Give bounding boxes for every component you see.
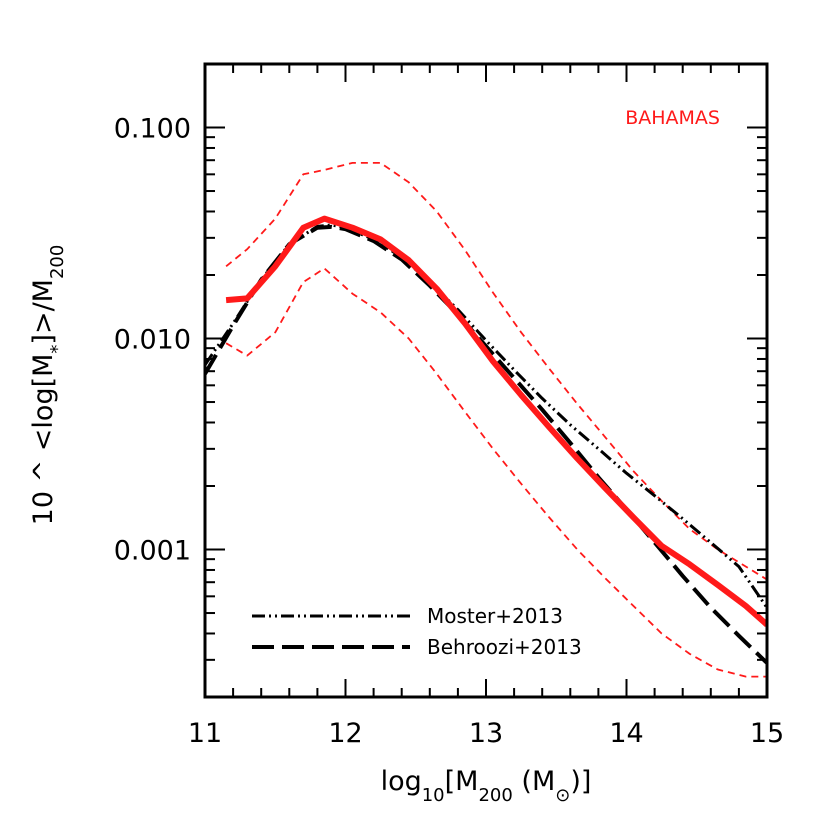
y-tick-label: 0.010	[114, 325, 191, 356]
bahamas-upper-bound-line	[225, 162, 767, 581]
legend-label-behroozi: Behroozi+2013	[427, 635, 582, 659]
y-axis-title: 10 ^ <log[M*]>/M200	[28, 245, 68, 526]
y-title-sub1: *	[47, 345, 68, 354]
legend-label-moster: Moster+2013	[427, 604, 563, 628]
x-tick-label: 12	[328, 718, 362, 749]
y-title-text: 10 ^ <log[M	[28, 354, 59, 526]
x-tick-label: 11	[188, 718, 222, 749]
y-title-mid: ]>/M	[28, 279, 59, 345]
x-title-close: (M	[513, 766, 555, 797]
x-tick-label: 13	[469, 718, 503, 749]
x-title-sub: 10	[422, 785, 445, 806]
ticks-layer	[204, 63, 768, 698]
y-tick-label: 0.100	[114, 114, 191, 145]
legend: Moster+2013 Behroozi+2013	[252, 604, 582, 659]
series-layer	[205, 162, 767, 678]
x-tick-label: 15	[750, 718, 784, 749]
bahamas-annotation: BAHAMAS	[625, 107, 720, 129]
x-title-sub2: 200	[478, 785, 512, 806]
bahamas-median-line	[225, 215, 767, 627]
y-title-sub2: 200	[47, 245, 68, 279]
plot-frame	[203, 62, 769, 699]
x-title-sun: ⊙	[555, 785, 570, 806]
x-title-prefix: log	[381, 766, 422, 797]
x-title-end: )]	[570, 766, 591, 797]
tick-labels-layer: 11 12 13 14 15 0.001 0.010 0.100	[114, 114, 784, 749]
x-axis-title: log10[M200 (M⊙)]	[381, 766, 592, 806]
x-tick-label: 14	[609, 718, 643, 749]
x-title-open: [M	[445, 766, 479, 797]
moster-2013-line	[205, 223, 767, 609]
behroozi-2013-line	[205, 224, 767, 665]
y-tick-label: 0.001	[114, 536, 191, 567]
bahamas-lower-bound-line	[225, 267, 767, 678]
